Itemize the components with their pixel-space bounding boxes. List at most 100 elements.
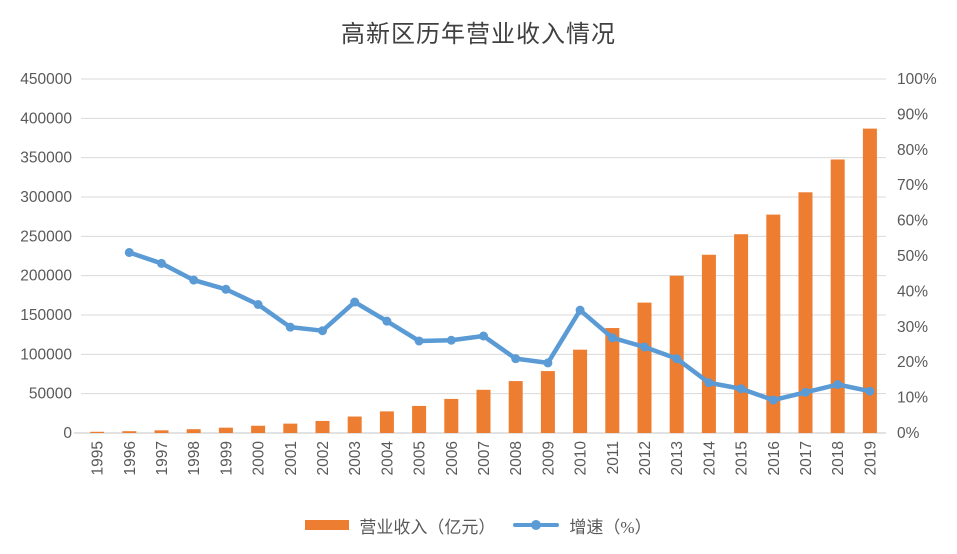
x-axis-year-label: 2010 — [573, 441, 590, 476]
revenue-bar-2004 — [379, 411, 394, 433]
x-axis-year-label: 2012 — [637, 441, 654, 475]
growth-point — [543, 358, 553, 368]
left-axis-tick-label: 250000 — [20, 228, 72, 245]
revenue-bar-2006 — [444, 398, 459, 433]
x-axis-year-label: 2004 — [379, 441, 396, 476]
revenue-bar-1998 — [186, 429, 201, 433]
x-axis-year-label: 2008 — [508, 441, 525, 475]
line-marker-icon — [531, 520, 542, 530]
revenue-bar-2012 — [637, 302, 652, 433]
left-axis-tick-label: 350000 — [20, 150, 72, 167]
revenue-bar-2011 — [605, 328, 620, 433]
revenue-bar-1996 — [122, 431, 137, 433]
x-axis-year-label: 2019 — [862, 441, 879, 475]
growth-point — [801, 387, 810, 397]
legend: 营业收入（亿元） 增速（%） — [0, 511, 957, 539]
growth-point — [672, 354, 682, 364]
revenue-legend-label: 营业收入（亿元） — [359, 517, 496, 537]
right-axis-tick-label: 70% — [897, 177, 928, 194]
revenue-bar-2019 — [862, 128, 877, 433]
left-axis-tick-label: 450000 — [20, 71, 72, 88]
revenue-bar-1995 — [90, 431, 105, 433]
growth-legend-swatch-icon — [513, 520, 560, 530]
x-axis-year-label: 2016 — [766, 441, 783, 475]
right-axis-tick-label: 30% — [897, 319, 928, 336]
revenue-bar-2018 — [830, 159, 845, 434]
x-axis-year-label: 2006 — [444, 441, 461, 475]
growth-point — [704, 378, 714, 388]
growth-legend-label: 增速（%） — [569, 517, 652, 537]
growth-point — [640, 342, 649, 352]
revenue-bar-2014 — [701, 254, 716, 433]
x-axis-year-label: 2014 — [701, 441, 718, 476]
x-axis-year-label: 2003 — [347, 441, 364, 475]
growth-point — [318, 326, 327, 336]
revenue-bar-2007 — [476, 389, 491, 433]
x-axis-year-label: 1996 — [122, 441, 139, 475]
x-axis-year-label: 1997 — [154, 441, 171, 475]
right-axis-tick-label: 100% — [897, 71, 937, 88]
x-axis-year-label: 2011 — [605, 441, 622, 474]
left-axis-tick-label: 0 — [63, 425, 72, 442]
right-axis-tick-label: 10% — [897, 390, 928, 407]
right-axis-tick-label: 60% — [897, 213, 928, 230]
x-axis-year-label: 2017 — [798, 441, 815, 475]
growth-point — [736, 384, 746, 394]
growth-point — [221, 284, 231, 294]
left-axis-tick-label: 50000 — [29, 386, 72, 403]
x-axis-year-label: 1995 — [90, 441, 107, 475]
growth-point — [382, 316, 392, 326]
growth-point — [768, 395, 778, 405]
growth-point — [479, 331, 488, 341]
x-axis-year-label: 2000 — [251, 441, 268, 476]
x-axis-year-label: 2018 — [830, 441, 847, 475]
revenue-bar-2005 — [412, 405, 427, 433]
right-axis-tick-label: 50% — [897, 248, 928, 265]
chart-title: 高新区历年营业收入情况 — [341, 22, 616, 48]
x-axis-year-label: 2007 — [476, 441, 493, 475]
revenue-bar-2010 — [573, 349, 588, 433]
revenue-bar-2016 — [766, 214, 781, 433]
growth-point — [833, 380, 843, 390]
right-axis-tick-label: 0% — [897, 425, 920, 442]
x-axis-year-label: 1998 — [186, 441, 203, 475]
x-axis-year-label: 2013 — [669, 441, 686, 475]
revenue-bar-2009 — [540, 371, 555, 433]
left-axis-tick-label: 200000 — [20, 268, 72, 285]
growth-line — [127, 250, 873, 403]
x-axis-year-label: 1999 — [218, 441, 235, 475]
revenue-bar-1997 — [154, 430, 169, 433]
right-axis-tick-label: 40% — [897, 283, 928, 300]
revenue-bar-2008 — [508, 381, 523, 433]
left-axis-tick-label: 150000 — [20, 307, 72, 324]
growth-point — [607, 333, 617, 343]
growth-point — [865, 386, 875, 396]
revenue-bar-2001 — [283, 423, 298, 433]
left-axis-tick-label: 100000 — [20, 346, 72, 363]
growth-point — [189, 275, 199, 285]
x-axis-year-label: 2001 — [283, 441, 300, 475]
right-axis-tick-label: 90% — [897, 106, 928, 123]
growth-point — [253, 299, 263, 309]
growth-point — [285, 322, 295, 332]
right-axis-tick-label: 20% — [897, 354, 928, 371]
growth-point — [446, 335, 456, 345]
left-axis-tick-label: 300000 — [20, 189, 72, 206]
growth-point — [157, 258, 166, 268]
revenue-bar-2003 — [347, 416, 362, 433]
revenue-legend-swatch-icon — [305, 520, 350, 530]
left-axis-tick-label: 400000 — [20, 110, 72, 127]
x-axis-year-label: 2005 — [412, 441, 429, 475]
growth-point — [124, 247, 134, 257]
growth-point — [511, 354, 521, 364]
revenue-bar-2000 — [251, 425, 266, 433]
revenue-bar-2015 — [734, 234, 749, 433]
growth-point — [350, 297, 360, 307]
growth-point — [575, 305, 585, 315]
revenue-bar-2017 — [798, 192, 813, 433]
x-axis-year-label: 2015 — [734, 441, 751, 475]
x-axis-year-label: 2002 — [315, 441, 332, 475]
revenue-bar-1999 — [218, 427, 233, 433]
